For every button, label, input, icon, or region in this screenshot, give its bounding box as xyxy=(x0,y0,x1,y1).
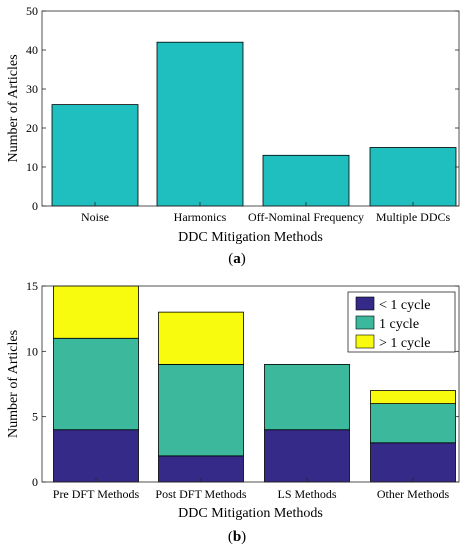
panel-letter-a: a xyxy=(233,251,241,267)
legend-swatch-gt1 xyxy=(355,334,375,349)
y-tick-label-b: 10 xyxy=(26,344,38,358)
chart-a: 0 10 20 30 40 50 Noise Harmonics Off-Nominal Fr… xyxy=(6,4,460,267)
chart-b: 0 5 10 15 Pre DFT Methods Post DFT Methods LS… xyxy=(6,279,460,545)
y-ticks-a: 0 10 20 30 40 50 xyxy=(26,4,459,213)
y-tick-label-a: 40 xyxy=(26,43,38,57)
panel-label-b: (b) xyxy=(228,529,246,545)
bar-segment-gt1-cycle-post-dft-methods xyxy=(158,311,244,365)
y-tick-label-b: 15 xyxy=(26,279,38,293)
bars-b xyxy=(53,285,456,483)
x-ticks-b: Pre DFT Methods Post DFT Methods LS Method… xyxy=(53,478,450,501)
y-tick-label-a: 30 xyxy=(26,82,38,96)
legend-swatch-lt1 xyxy=(355,296,375,311)
x-ticks-a: Noise Harmonics Off-Nominal Frequency Multi… xyxy=(81,202,450,224)
x-axis-label-a: DDC Mitigation Methods xyxy=(178,230,323,245)
bar-segment-1-cycle-other-methods xyxy=(370,403,456,444)
y-ticks-b: 0 5 10 15 xyxy=(26,279,459,489)
panel-label-a: (a) xyxy=(228,251,246,267)
x-axis-label-b: DDC Mitigation Methods xyxy=(178,506,323,521)
bar-segment-lt1-cycle-ls-methods xyxy=(264,429,350,483)
legend-label-1cycle: 1 cycle xyxy=(379,317,419,332)
x-tick-label-a: Noise xyxy=(81,210,109,224)
y-tick-label-b: 5 xyxy=(32,410,38,424)
bar-segment-gt1-cycle-pre-dft-methods xyxy=(53,285,139,339)
x-tick-label-b: Pre DFT Methods xyxy=(53,487,140,501)
y-tick-label-a: 0 xyxy=(32,199,38,213)
legend-b: < 1 cycle 1 cycle > 1 cycle xyxy=(347,291,456,353)
bars-a xyxy=(51,41,457,207)
x-tick-label-b: Post DFT Methods xyxy=(155,487,246,501)
y-tick-label-a: 10 xyxy=(26,160,38,174)
x-tick-label-a: Multiple DDCs xyxy=(376,210,451,224)
x-tick-label-a: Harmonics xyxy=(174,210,227,224)
y-tick-label-a: 20 xyxy=(26,121,38,135)
bar-noise xyxy=(51,104,139,207)
x-tick-label-a: Off-Nominal Frequency xyxy=(248,210,364,224)
bar-segment-1-cycle-pre-dft-methods xyxy=(53,337,139,431)
y-axis-label-b: Number of Articles xyxy=(6,330,21,438)
x-tick-label-b: LS Methods xyxy=(277,487,336,501)
plot-frame-b xyxy=(41,285,460,483)
bar-segment-lt1-cycle-other-methods xyxy=(370,442,456,483)
bar-segment-lt1-cycle-pre-dft-methods xyxy=(53,429,139,483)
bar-segment-1-cycle-post-dft-methods xyxy=(158,363,244,457)
legend-swatch-1cycle xyxy=(355,315,375,330)
panel-letter-b: b xyxy=(233,529,241,545)
x-tick-label-b: Other Methods xyxy=(377,487,450,501)
bar-multiple-ddcs xyxy=(369,147,457,207)
y-axis-label-a: Number of Articles xyxy=(6,54,21,162)
bar-segment-1-cycle-ls-methods xyxy=(264,363,350,431)
bar-segment-gt1-cycle-other-methods xyxy=(370,390,456,404)
legend-label-lt1: < 1 cycle xyxy=(379,298,430,313)
bar-off-nominal-frequency xyxy=(262,154,350,207)
y-tick-label-a: 50 xyxy=(26,4,38,18)
bar-harmonics xyxy=(156,41,244,207)
plot-frame-a xyxy=(41,10,460,207)
legend-label-gt1: > 1 cycle xyxy=(379,336,430,351)
y-tick-label-b: 0 xyxy=(32,475,38,489)
